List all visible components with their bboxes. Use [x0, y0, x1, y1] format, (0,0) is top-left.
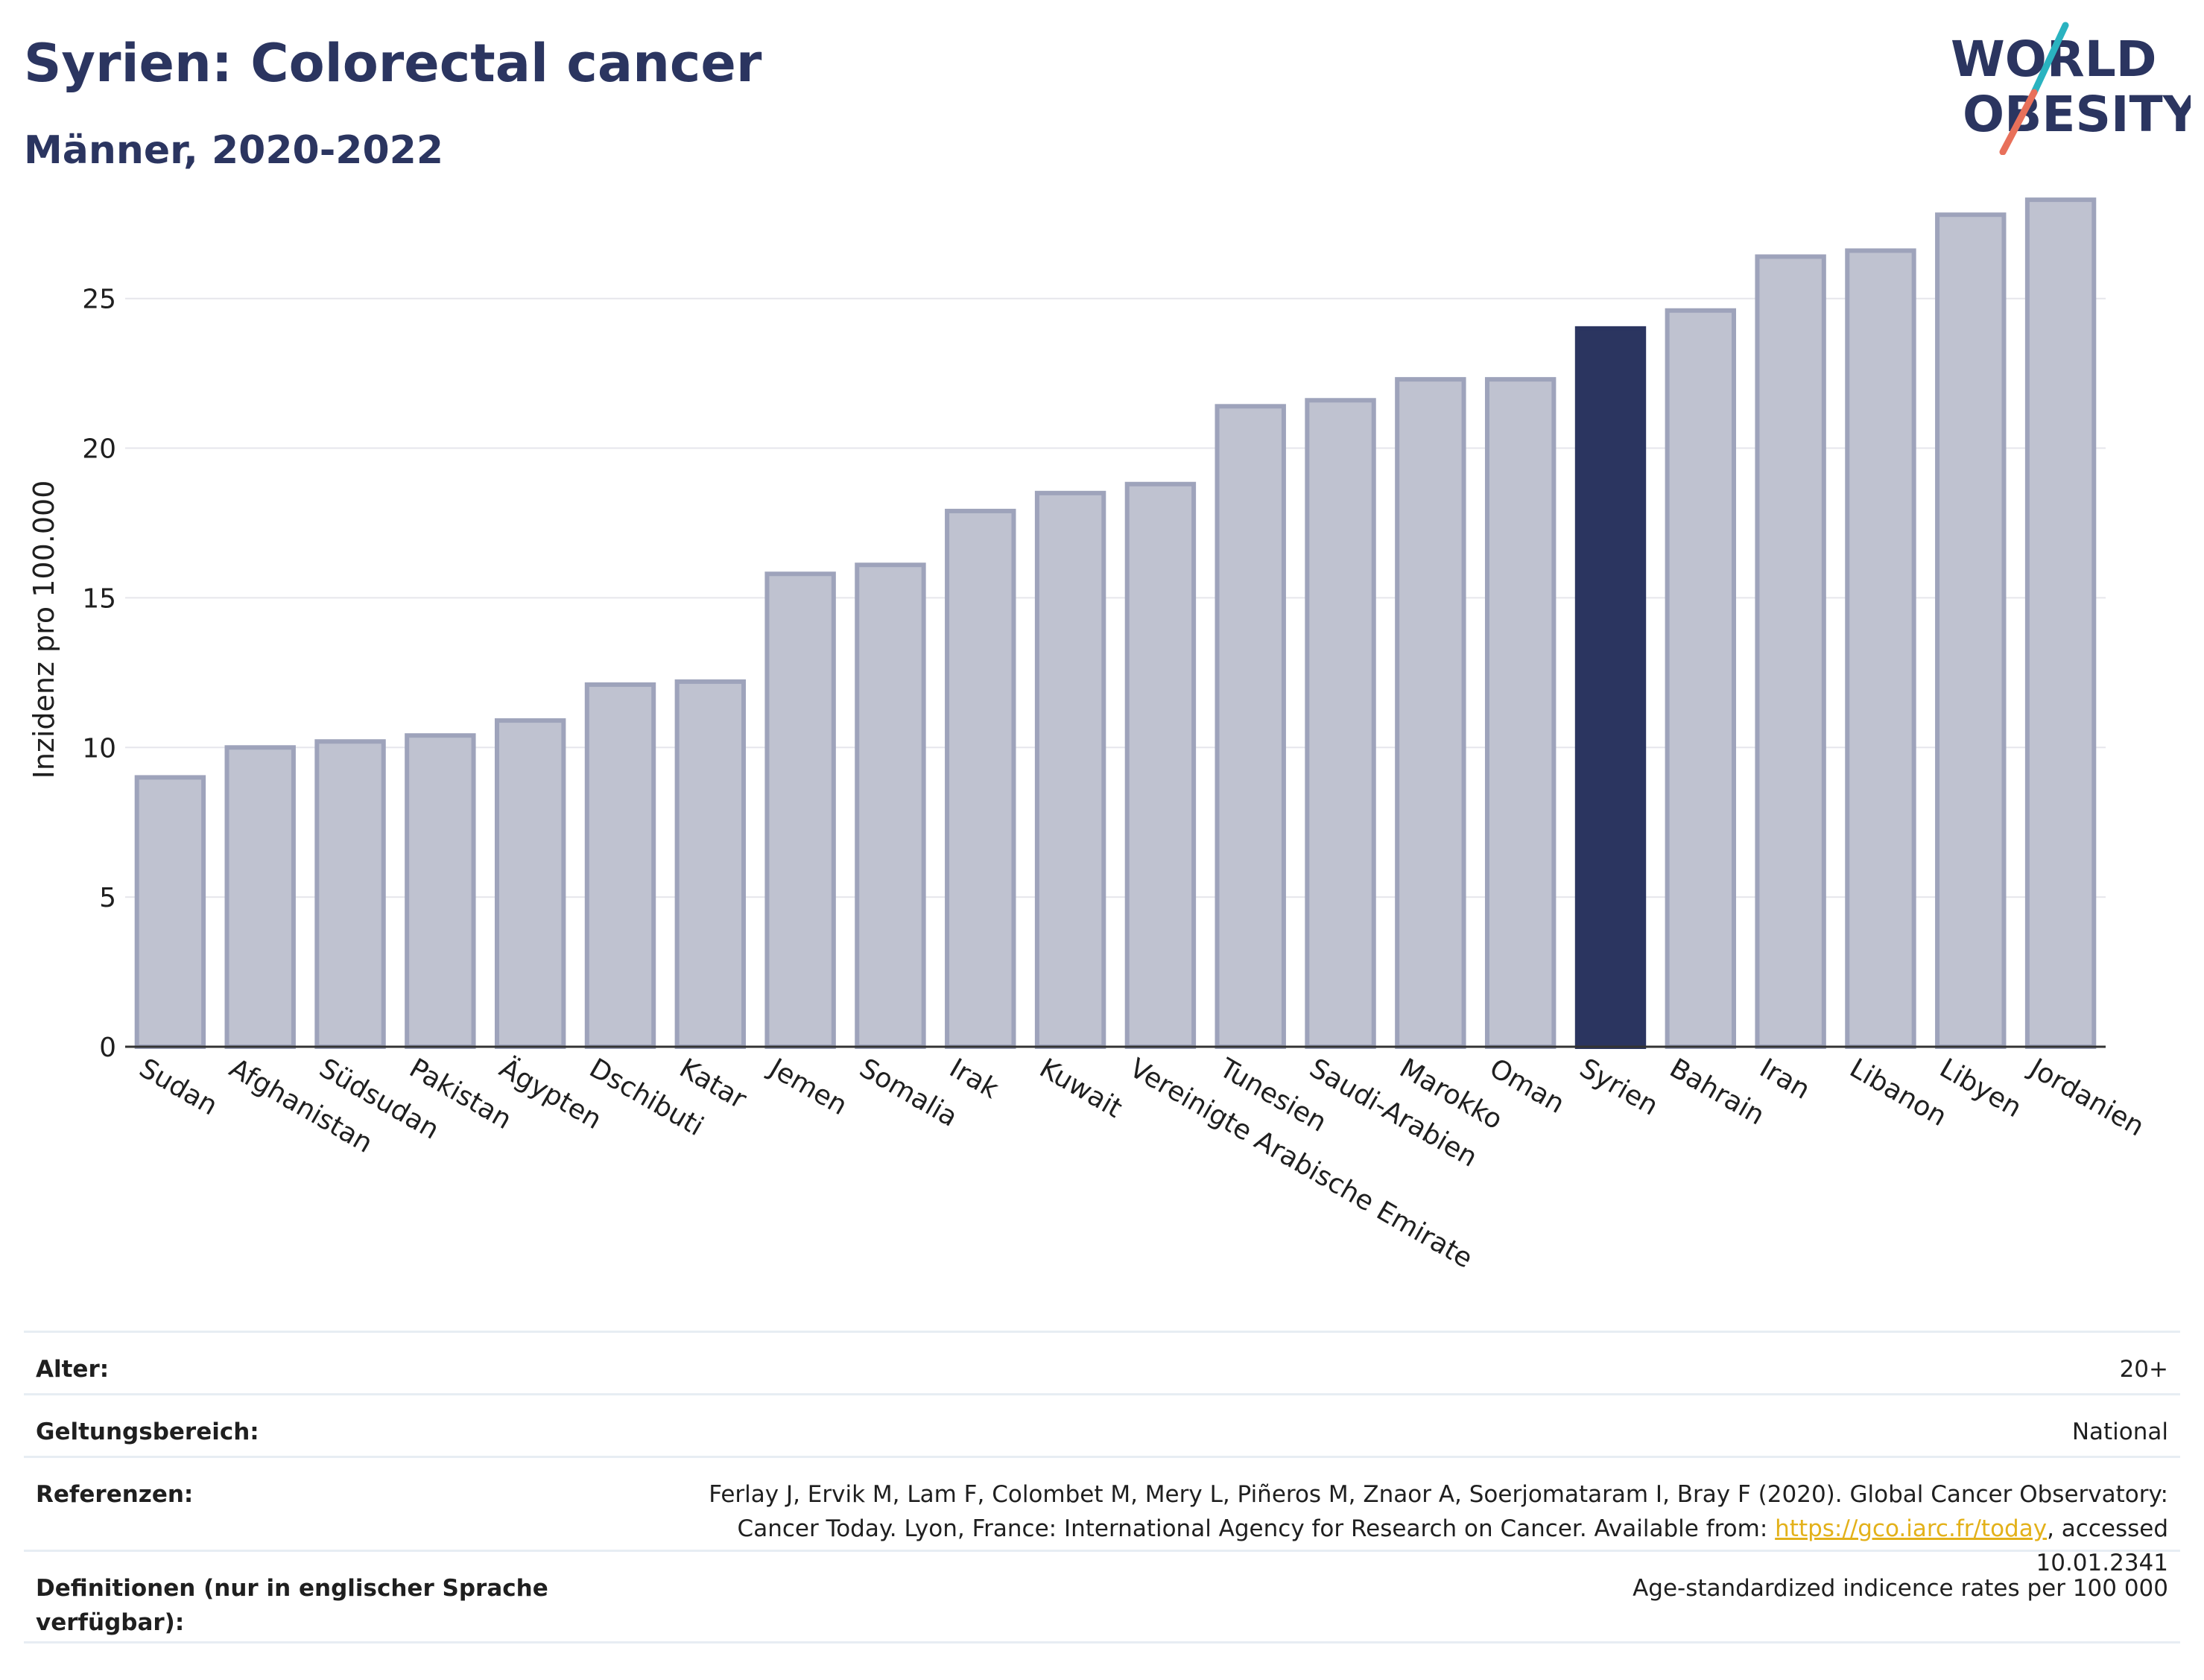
bar[interactable] — [1755, 254, 1826, 1050]
scope-label: Geltungsbereich: — [36, 1419, 259, 1445]
bar-highlight[interactable] — [1574, 326, 1647, 1049]
bar[interactable] — [134, 775, 206, 1049]
x-tick-label: Bahrain — [1665, 1053, 1770, 1131]
bar[interactable] — [224, 745, 296, 1050]
bar[interactable] — [1845, 248, 1916, 1049]
age-label: Alter: — [36, 1356, 110, 1383]
bar[interactable] — [494, 718, 566, 1049]
scope-value: National — [2071, 1419, 2168, 1445]
world-obesity-logo[interactable]: WORLD OBESITY — [1945, 21, 2191, 155]
bar[interactable] — [674, 679, 747, 1049]
x-tick-label: Jemen — [763, 1052, 852, 1121]
definitions-label: Definitionen (nur in englischer Sprache … — [36, 1575, 548, 1636]
y-tick-label: 20 — [82, 434, 116, 465]
references-link[interactable]: https://gco.iarc.fr/today — [1775, 1515, 2048, 1542]
logo-slash-coral — [1999, 89, 2038, 155]
x-tick-label: Jordanien — [2023, 1052, 2149, 1142]
chart-subtitle: Männer, 2020-2022 — [24, 128, 444, 173]
references-text: Ferlay J, Ervik M, Lam F, Colombet M, Me… — [709, 1481, 2168, 1542]
y-axis-label: Inzidenz pro 100.000 — [28, 481, 60, 779]
bar[interactable] — [1395, 377, 1466, 1050]
bar[interactable] — [405, 733, 476, 1049]
bar[interactable] — [1665, 308, 1737, 1049]
logo-text-obesity: OBESITY — [1963, 86, 2191, 143]
meta-row-definitions: Definitionen (nur in englischer Sprache … — [24, 1550, 2180, 1643]
bar[interactable] — [1484, 377, 1557, 1050]
y-tick-label: 15 — [82, 583, 116, 614]
x-tick-label: Sudan — [134, 1053, 223, 1121]
references-accessed: , accessed 10.01.2341 — [2036, 1515, 2169, 1576]
bar[interactable] — [1305, 398, 1376, 1049]
chart-title: Syrien: Colorectal cancer — [24, 33, 762, 94]
references-value: Ferlay J, Ervik M, Lam F, Colombet M, Me… — [572, 1477, 2168, 1580]
bar[interactable] — [855, 562, 926, 1049]
bar[interactable] — [764, 571, 836, 1049]
age-value: 20+ — [2119, 1356, 2168, 1383]
x-tick-label: Kuwait — [1034, 1053, 1127, 1124]
x-tick-label: Syrien — [1574, 1053, 1663, 1121]
x-tick-label: Irak — [944, 1053, 1004, 1105]
y-tick-label: 10 — [82, 733, 116, 764]
meta-row-references: Referenzen: Ferlay J, Ervik M, Lam F, Co… — [24, 1456, 2180, 1576]
x-tick-label: Libyen — [1934, 1053, 2027, 1123]
x-tick-label: Somalia — [854, 1053, 962, 1133]
logo-slash-teal — [2030, 22, 2069, 96]
metadata-table: Alter: 20+ Geltungsbereich: National Ref… — [24, 1331, 2180, 1643]
y-tick-label: 5 — [99, 883, 116, 913]
y-tick-label: 25 — [82, 285, 116, 315]
bar[interactable] — [1034, 490, 1106, 1049]
x-tick-label: Libanon — [1844, 1053, 1951, 1132]
y-tick-label: 0 — [99, 1033, 116, 1063]
x-tick-label: Ägypten — [494, 1052, 607, 1135]
bars — [134, 197, 2097, 1050]
bar[interactable] — [1124, 481, 1197, 1049]
references-label: Referenzen: — [36, 1481, 194, 1508]
definitions-value: Age-standardized indicence rates per 100… — [1633, 1575, 2168, 1602]
bar[interactable] — [1215, 404, 1286, 1049]
x-tick-label: Iran — [1755, 1053, 1815, 1106]
bar[interactable] — [945, 508, 1016, 1049]
meta-row-age: Alter: 20+ — [24, 1331, 2180, 1393]
logo-text-world: WORLD — [1951, 31, 2157, 88]
bar[interactable] — [2024, 197, 2097, 1049]
bar[interactable] — [314, 739, 386, 1049]
bar[interactable] — [1935, 212, 2007, 1049]
meta-row-scope: Geltungsbereich: National — [24, 1393, 2180, 1456]
bar[interactable] — [584, 682, 656, 1050]
